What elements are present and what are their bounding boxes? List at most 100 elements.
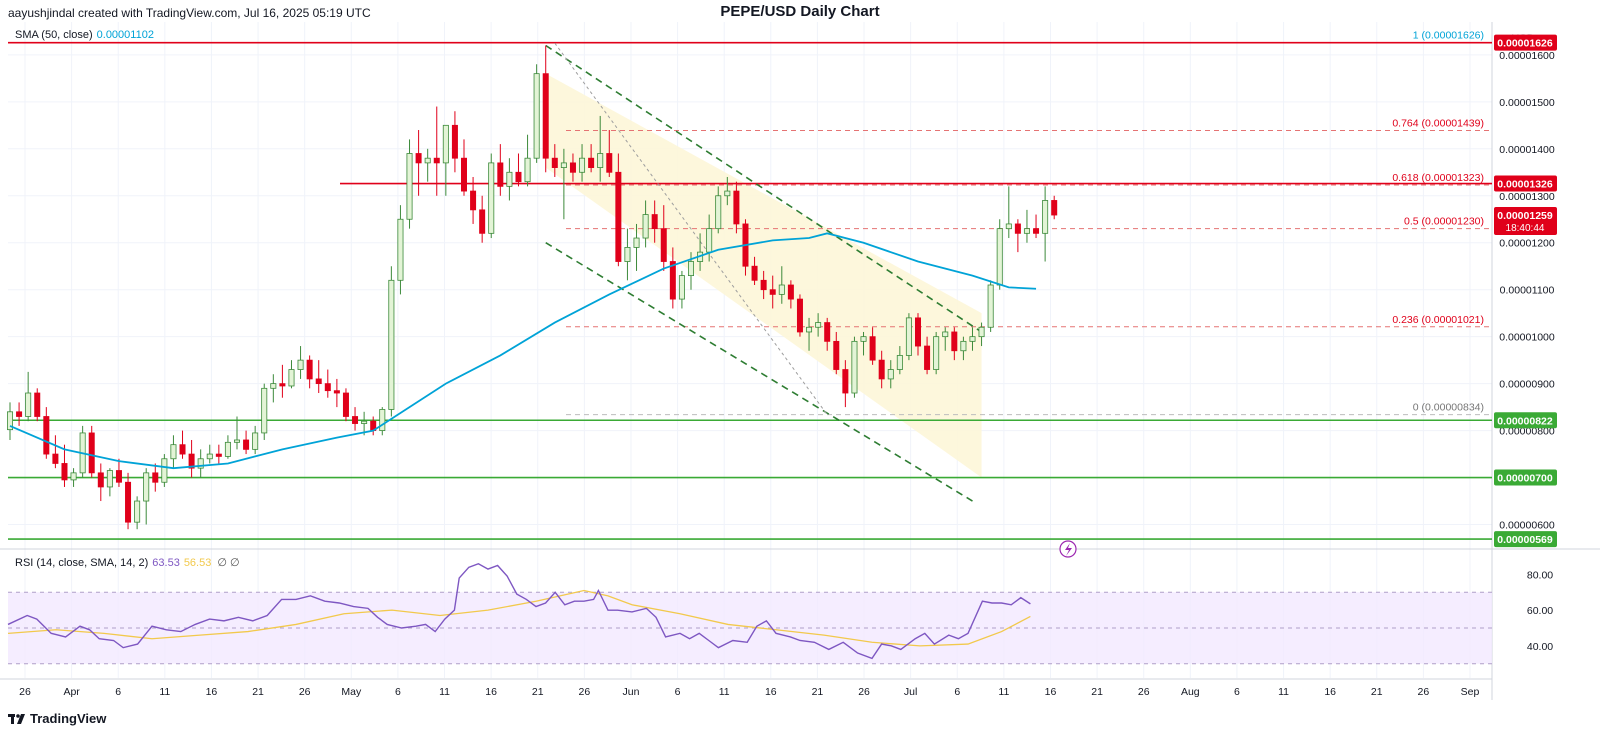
price-tick-label: 0.00000900 — [1499, 379, 1555, 391]
candle-up — [933, 336, 940, 370]
candle-up — [633, 237, 640, 248]
lightning-icon-glyph — [1065, 543, 1072, 556]
candle-up — [524, 157, 531, 183]
candle-down — [324, 383, 331, 392]
candle-up — [134, 500, 141, 523]
candle-up — [905, 317, 912, 356]
candle-down — [733, 190, 740, 225]
candle-up — [987, 284, 994, 328]
candle-up — [642, 214, 649, 239]
candle-down — [479, 209, 486, 234]
support-2-tag-bg — [1494, 469, 1557, 486]
candle-up — [978, 326, 985, 338]
time-tick-label: Apr — [63, 686, 80, 698]
candle-down — [315, 378, 322, 385]
candle-up — [860, 336, 867, 342]
candle-up — [597, 153, 604, 168]
candle-up — [815, 322, 822, 328]
tradingview-logo[interactable]: TradingView — [8, 711, 106, 726]
candle-up — [270, 383, 277, 389]
candle-down — [179, 444, 186, 455]
candle-up — [442, 124, 449, 164]
time-tick-label: 6 — [395, 686, 401, 698]
channel-lines — [545, 42, 982, 502]
time-tick-label: May — [341, 686, 362, 698]
candle-down — [61, 463, 68, 481]
candle-down — [115, 470, 122, 483]
candle-down — [1051, 200, 1058, 216]
candle-up — [969, 336, 976, 342]
time-axis: 26 Apr 6 11 16 21 26 May 6 11 16 21 26 Jun 6 11 16 21 26 Ju… — [19, 686, 1479, 698]
candle-up — [261, 387, 268, 434]
price-tick-label: 0.00000800 — [1499, 426, 1555, 438]
candle-down — [569, 162, 576, 173]
candles — [7, 45, 1058, 530]
candle-down — [915, 317, 922, 347]
price-tick-label: 0.00001500 — [1499, 97, 1555, 109]
rsi-pane: 40.00 60.00 80.00 — [7, 540, 1553, 665]
candle-down — [796, 298, 803, 333]
candle-down — [470, 190, 477, 211]
support-3-tag: 0.00000569 — [1497, 534, 1553, 546]
candle-down — [460, 157, 467, 192]
rsi-legend-value: 63.53 — [152, 557, 180, 569]
support-1-tag-bg — [1494, 412, 1557, 429]
candle-down — [342, 392, 349, 417]
candle-down — [16, 411, 23, 417]
candle-up — [25, 392, 32, 417]
candle-up — [715, 195, 722, 230]
sma-legend-value: 0.00001102 — [96, 29, 154, 41]
candle-down — [125, 481, 132, 523]
time-tick-label: 11 — [1278, 686, 1289, 698]
time-tick-label: 11 — [159, 686, 170, 698]
fibonacci-levels: 1 (0.00001626) 0.764 (0.00001439) 0.618 (0… — [566, 30, 1492, 416]
candle-down — [551, 157, 558, 168]
candle-up — [887, 369, 894, 380]
candle-down — [188, 453, 195, 469]
candle-up — [560, 162, 567, 168]
candle-down — [1033, 228, 1040, 234]
candle-down — [497, 162, 504, 187]
sma-legend-label: SMA (50, close) — [15, 29, 93, 41]
candle-down — [306, 359, 313, 380]
candle-up — [724, 190, 731, 197]
candle-up — [1005, 223, 1012, 230]
time-tick-label: Jun — [622, 686, 639, 698]
rsi-tick-label: 40.00 — [1527, 641, 1553, 653]
rsi-legend[interactable]: RSI (14, close, SMA, 14, 2) 63.53 56.53 ∅ ∅ — [15, 556, 240, 569]
candle-up — [960, 340, 967, 352]
time-tick-label: 11 — [998, 686, 1009, 698]
time-tick-label: Aug — [1181, 686, 1200, 698]
candle-up — [1042, 200, 1049, 234]
time-tick-label: 26 — [1138, 686, 1150, 698]
time-tick-label: Jul — [904, 686, 917, 698]
candle-down — [615, 171, 622, 262]
rsi-line — [7, 562, 1031, 660]
candle-up — [106, 470, 113, 488]
author-line: aayushjindal created with TradingView.co… — [8, 6, 371, 20]
candle-up — [678, 275, 685, 300]
time-tick-label: 21 — [1371, 686, 1383, 698]
resistance-tag: 0.00001326 — [1497, 179, 1553, 191]
candle-down — [660, 228, 667, 262]
candle-down — [760, 279, 767, 291]
candle-down — [34, 392, 41, 417]
sma-50-line — [9, 232, 1037, 470]
candle-up — [688, 261, 695, 277]
support-2-tag: 0.00000700 — [1497, 473, 1553, 485]
time-tick-label: 26 — [579, 686, 591, 698]
rsi-sma-legend-value: 56.53 — [183, 557, 212, 569]
candle-up — [942, 331, 949, 338]
candle-up — [379, 409, 386, 431]
candle-up — [70, 472, 77, 481]
sma-legend[interactable]: SMA (50, close) 0.00001102 — [15, 29, 154, 41]
time-tick-label: 11 — [439, 686, 450, 698]
candle-down — [433, 157, 440, 164]
grid — [0, 22, 1600, 700]
current-price-tag-bg — [1494, 207, 1557, 236]
candle-down — [52, 453, 59, 464]
current-price-tag: 0.00001259 — [1497, 210, 1553, 222]
candle-down — [215, 453, 222, 457]
time-tick-label: 21 — [1091, 686, 1103, 698]
